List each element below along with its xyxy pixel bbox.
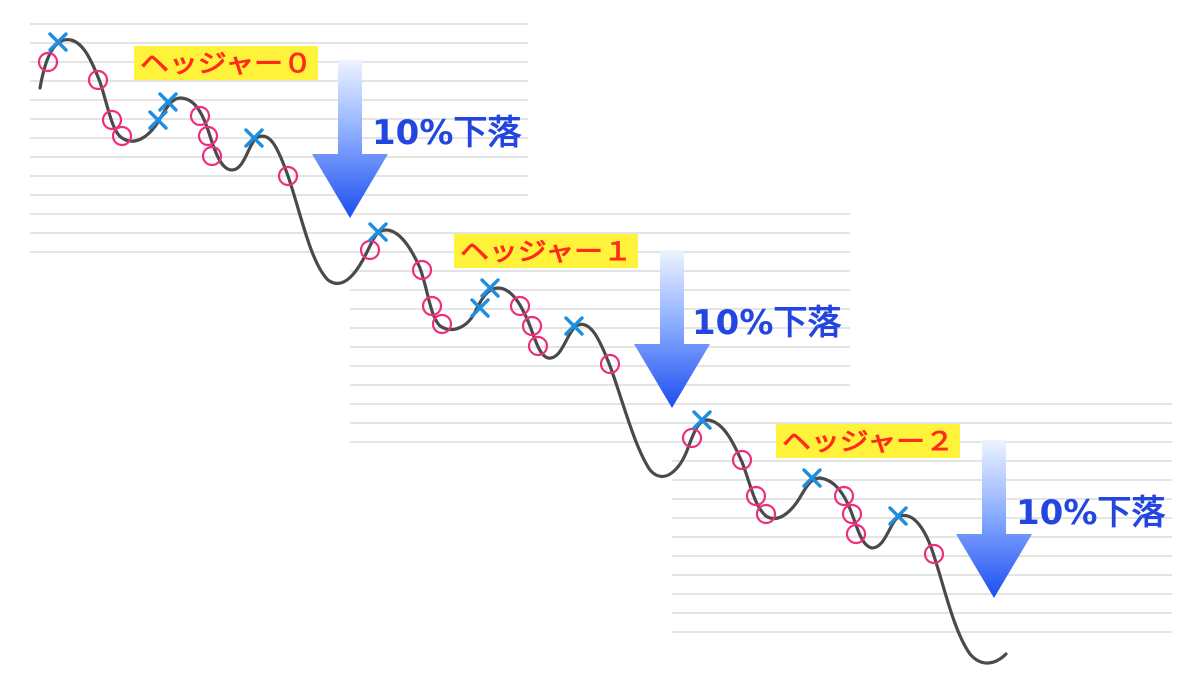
buy-marker	[731, 449, 753, 471]
sell-marker	[692, 410, 712, 430]
buy-marker	[37, 51, 59, 73]
buy-marker	[421, 295, 443, 317]
buy-marker	[745, 485, 767, 507]
buy-marker	[681, 427, 703, 449]
buy-marker	[509, 295, 531, 317]
hedger-label-2: ヘッジャー２	[776, 424, 960, 458]
sell-marker	[470, 298, 490, 318]
buy-marker	[189, 105, 211, 127]
drop-percentage-label: 10%下落	[372, 113, 522, 153]
sell-marker	[48, 32, 68, 52]
buy-marker	[521, 315, 543, 337]
buy-marker	[833, 485, 855, 507]
buy-marker	[87, 69, 109, 91]
sell-marker	[158, 92, 178, 112]
buy-marker	[277, 165, 299, 187]
buy-marker	[111, 125, 133, 147]
sell-marker	[564, 316, 584, 336]
hedger-label-bg	[776, 424, 960, 458]
sell-marker	[368, 222, 388, 242]
buy-marker	[527, 335, 549, 357]
buy-marker	[599, 353, 621, 375]
buy-marker	[197, 125, 219, 147]
buy-marker	[841, 503, 863, 525]
hedger-label-bg	[454, 234, 638, 268]
grid-lines-1	[350, 213, 850, 443]
sell-marker	[480, 278, 500, 298]
hedger-label-text: ヘッジャー０	[140, 49, 312, 78]
hedger-label-text: ヘッジャー１	[460, 237, 632, 266]
down-arrow-icon	[312, 60, 388, 218]
hedger-label-0: ヘッジャー０	[134, 46, 318, 80]
buy-marker	[431, 313, 453, 335]
buy-marker	[755, 503, 777, 525]
sell-marker	[148, 110, 168, 130]
buy-marker	[201, 145, 223, 167]
hedger-label-1: ヘッジャー１	[454, 234, 638, 268]
buy-marker	[101, 109, 123, 131]
sell-marker	[244, 128, 264, 148]
hedger-label-bg	[134, 46, 318, 80]
buy-marker	[923, 543, 945, 565]
down-arrow-icon	[634, 250, 710, 408]
hedger-label-text: ヘッジャー２	[782, 427, 954, 456]
drop-percentage-label: 10%下落	[1016, 493, 1166, 533]
buy-marker	[411, 259, 433, 281]
drop-percentage-label: 10%下落	[692, 303, 842, 343]
sell-marker	[802, 468, 822, 488]
grid-lines-2	[672, 403, 1172, 633]
down-arrow-icon	[956, 440, 1032, 598]
sell-marker	[888, 506, 908, 526]
price-curve	[38, 38, 1008, 665]
buy-marker	[845, 523, 867, 545]
